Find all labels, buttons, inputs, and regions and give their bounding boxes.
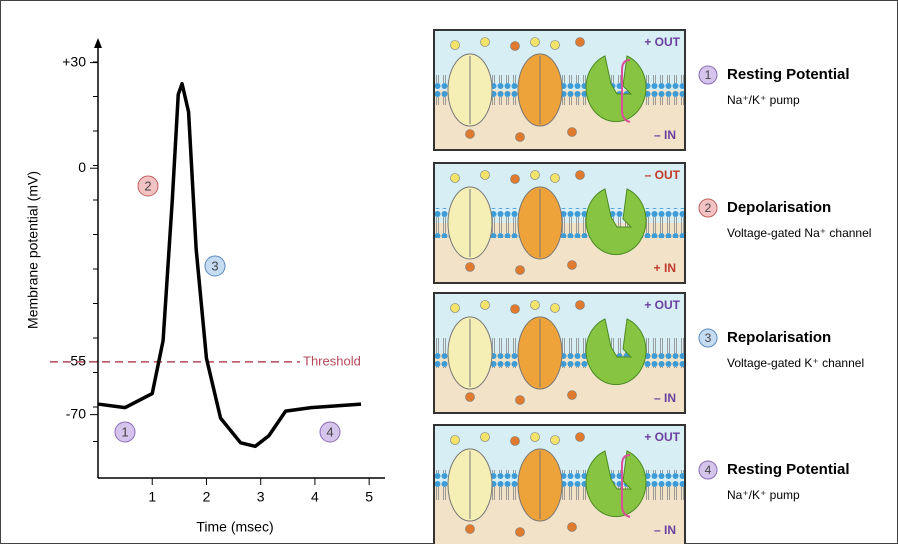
ion <box>575 300 585 310</box>
ion <box>567 522 577 532</box>
pump <box>585 318 647 386</box>
step-number: 4 <box>326 424 333 439</box>
panel-title: Resting Potential <box>727 66 850 83</box>
step-number: 1 <box>121 424 128 439</box>
ion <box>465 524 475 534</box>
pump-bracket <box>621 454 631 518</box>
ion <box>465 392 475 402</box>
x-axis-title: Time (msec) <box>196 519 273 535</box>
panel-subtitle: Na⁺/K⁺ pump <box>727 488 800 502</box>
ion <box>480 37 490 47</box>
step-number: 2 <box>144 178 151 193</box>
in-label: – IN <box>654 523 676 537</box>
step-badge <box>204 255 226 277</box>
ion <box>515 132 525 142</box>
ion <box>575 37 585 47</box>
threshold-label: Threshold <box>303 353 361 368</box>
ion <box>510 436 520 446</box>
panel-border <box>433 292 686 414</box>
ion <box>530 37 540 47</box>
x-tick-label: 5 <box>365 489 373 505</box>
ion <box>575 170 585 180</box>
pump-bracket <box>621 59 631 123</box>
in-label: – IN <box>654 128 676 142</box>
ion <box>550 435 560 445</box>
x-tick-label: 1 <box>148 489 156 505</box>
panel-badge <box>698 460 718 480</box>
ion <box>550 303 560 313</box>
ion <box>530 300 540 310</box>
panel-title: Repolarisation <box>727 329 831 346</box>
pump <box>585 188 647 256</box>
panel-number: 3 <box>705 331 712 345</box>
panel-number: 2 <box>705 201 712 215</box>
ion <box>567 260 577 270</box>
panel-title: Resting Potential <box>727 461 850 478</box>
ion <box>510 41 520 51</box>
panel-subtitle: Voltage-gated K⁺ channel <box>727 356 864 370</box>
ion <box>567 390 577 400</box>
ion <box>480 432 490 442</box>
panel-border <box>433 424 686 544</box>
out-label: – OUT <box>645 168 681 182</box>
panel-badge <box>698 328 718 348</box>
panel-badge <box>698 198 718 218</box>
out-label: + OUT <box>644 35 680 49</box>
ion <box>567 127 577 137</box>
out-label: + OUT <box>644 430 680 444</box>
ion <box>530 170 540 180</box>
potential-line <box>97 81 362 449</box>
y-tick-label: -70 <box>66 405 86 421</box>
panel-badge <box>698 65 718 85</box>
ion <box>515 527 525 537</box>
ion <box>480 170 490 180</box>
step-badge <box>319 421 341 443</box>
out-label: + OUT <box>644 298 680 312</box>
panel-title: Depolarisation <box>727 199 831 216</box>
y-tick-label: 0 <box>78 159 86 175</box>
ion <box>450 173 460 183</box>
ion <box>530 432 540 442</box>
ion <box>450 435 460 445</box>
membrane-panel <box>433 424 686 544</box>
ion <box>515 395 525 405</box>
ion <box>515 265 525 275</box>
x-tick-label: 3 <box>257 489 265 505</box>
ion <box>510 304 520 314</box>
ion <box>450 303 460 313</box>
ion <box>465 262 475 272</box>
step-badge <box>114 421 136 443</box>
step-badge <box>137 175 159 197</box>
ion <box>450 40 460 50</box>
y-tick-label: +30 <box>62 53 86 69</box>
ion <box>465 129 475 139</box>
x-tick-label: 4 <box>311 489 319 505</box>
y-arrow <box>94 38 102 48</box>
ion <box>510 174 520 184</box>
x-tick-label: 2 <box>203 489 211 505</box>
y-axis-title: Membrane potential (mV) <box>25 171 41 329</box>
y-tick-label: -55 <box>66 353 86 369</box>
ion <box>480 300 490 310</box>
ion <box>575 432 585 442</box>
membrane-panel <box>433 162 686 284</box>
in-label: – IN <box>654 391 676 405</box>
step-number: 3 <box>211 258 218 273</box>
membrane-panel <box>433 29 686 151</box>
panel-border <box>433 162 686 284</box>
panel-number: 4 <box>705 463 712 477</box>
panel-border <box>433 29 686 151</box>
ion <box>550 40 560 50</box>
ion <box>550 173 560 183</box>
panel-number: 1 <box>705 68 712 82</box>
panel-subtitle: Voltage-gated Na⁺ channel <box>727 226 871 240</box>
panel-subtitle: Na⁺/K⁺ pump <box>727 93 800 107</box>
in-label: + IN <box>654 261 676 275</box>
membrane-panel <box>433 292 686 414</box>
